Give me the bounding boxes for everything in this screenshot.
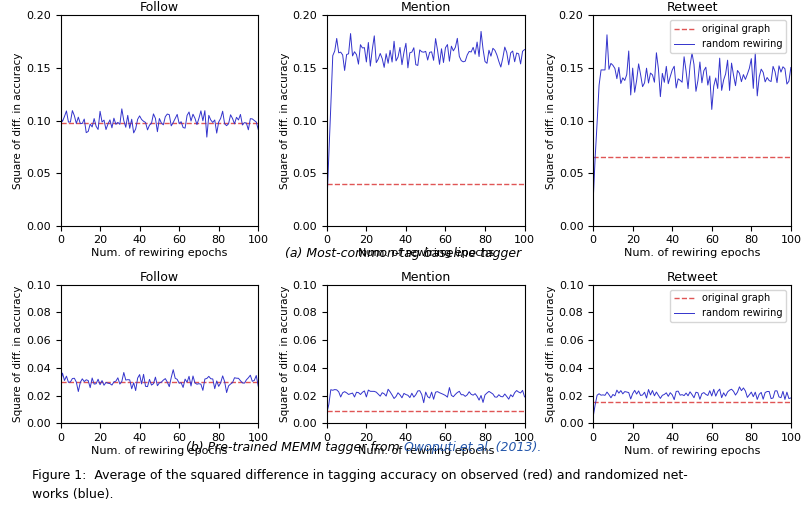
Title: Follow: Follow xyxy=(140,270,179,284)
Y-axis label: Square of diff. in accuracy: Square of diff. in accuracy xyxy=(546,286,556,422)
X-axis label: Num. of rewiring epochs: Num. of rewiring epochs xyxy=(91,248,228,258)
Text: Figure 1:  Average of the squared difference in tagging accuracy on observed (re: Figure 1: Average of the squared differe… xyxy=(32,469,688,482)
Text: (a) Most-common-tag baseline tagger: (a) Most-common-tag baseline tagger xyxy=(286,247,521,261)
Y-axis label: Square of diff. in accuracy: Square of diff. in accuracy xyxy=(13,286,23,422)
X-axis label: Num. of rewiring epochs: Num. of rewiring epochs xyxy=(624,446,760,456)
Y-axis label: Square of diff. in accuracy: Square of diff. in accuracy xyxy=(13,52,23,189)
X-axis label: Num. of rewiring epochs: Num. of rewiring epochs xyxy=(624,248,760,258)
Text: works (blue).: works (blue). xyxy=(32,488,114,501)
Title: Mention: Mention xyxy=(400,270,451,284)
Y-axis label: Square of diff. in accuracy: Square of diff. in accuracy xyxy=(546,52,556,189)
Text: Owoputi et al. (2013).: Owoputi et al. (2013). xyxy=(404,441,541,454)
X-axis label: Num. of rewiring epochs: Num. of rewiring epochs xyxy=(358,446,494,456)
Legend: original graph, random rewiring: original graph, random rewiring xyxy=(671,289,786,322)
Title: Retweet: Retweet xyxy=(667,270,717,284)
Text: (b) Pre-trained MEMM tagger from: (b) Pre-trained MEMM tagger from xyxy=(186,441,404,454)
Legend: original graph, random rewiring: original graph, random rewiring xyxy=(671,20,786,53)
X-axis label: Num. of rewiring epochs: Num. of rewiring epochs xyxy=(358,248,494,258)
Title: Mention: Mention xyxy=(400,1,451,14)
Title: Follow: Follow xyxy=(140,1,179,14)
Y-axis label: Square of diff. in accuracy: Square of diff. in accuracy xyxy=(279,286,290,422)
Title: Retweet: Retweet xyxy=(667,1,717,14)
Y-axis label: Square of diff. in accuracy: Square of diff. in accuracy xyxy=(279,52,290,189)
X-axis label: Num. of rewiring epochs: Num. of rewiring epochs xyxy=(91,446,228,456)
